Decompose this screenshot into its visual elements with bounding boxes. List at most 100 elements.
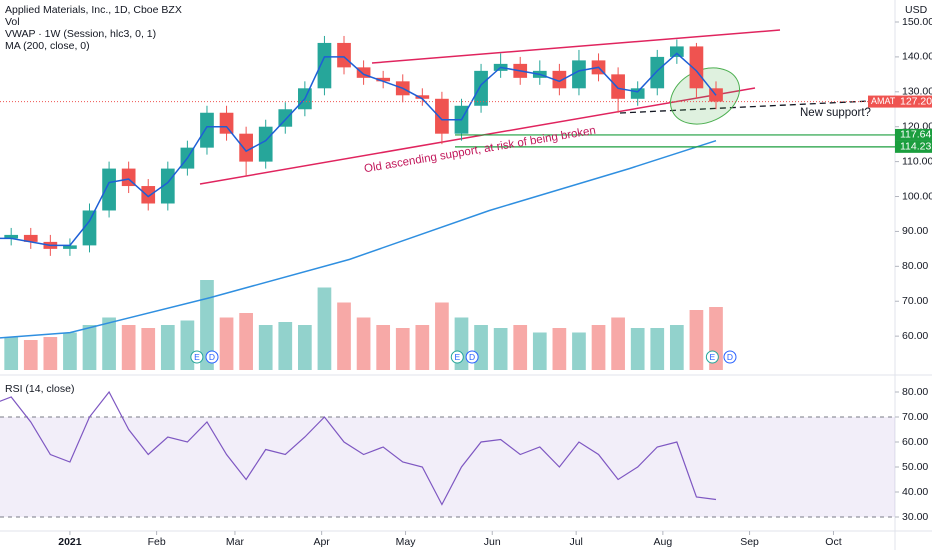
candle-body	[630, 88, 645, 99]
volume-bar	[356, 317, 371, 370]
annotation: New support?	[800, 107, 871, 119]
candle-body	[317, 42, 332, 89]
legend-entry: Vol	[5, 16, 20, 28]
y-tick-label: 150.00	[902, 16, 932, 28]
event-label: E	[710, 352, 716, 362]
y-tick-label: 70.00	[902, 295, 928, 307]
volume-bar	[669, 325, 684, 370]
legend-entry: VWAP · 1W (Session, hlc3, 0, 1)	[5, 28, 156, 40]
volume-bar	[180, 320, 195, 370]
candle-body	[337, 42, 351, 68]
x-tick-label: May	[396, 536, 417, 548]
volume-bar	[650, 328, 665, 370]
x-tick-label: Aug	[654, 536, 673, 548]
volume-bar	[43, 337, 58, 370]
x-tick-label: Mar	[226, 536, 245, 548]
volume-bar	[395, 328, 410, 370]
x-tick-label: Sep	[740, 536, 759, 548]
event-marker	[705, 350, 719, 364]
y-tick-label: 50.00	[902, 461, 928, 473]
y-tick-label: 60.00	[902, 330, 928, 342]
candle-body	[4, 234, 19, 239]
volume-bar	[219, 317, 234, 370]
line-series	[0, 139, 717, 339]
candle-body	[474, 70, 488, 106]
volume-bar	[337, 302, 351, 370]
volume-bar	[63, 332, 77, 370]
y-tick-label: 70.00	[902, 411, 928, 423]
candle-body	[611, 74, 625, 99]
symbol-box	[868, 95, 895, 108]
x-tick-label: Jul	[569, 536, 582, 548]
candle-body	[376, 77, 391, 82]
candle-body	[200, 112, 214, 148]
chart-title: Applied Materials, Inc., 1D, Cboe BZX	[5, 4, 182, 16]
x-tick-label: 2021	[58, 536, 82, 548]
level-label-box	[895, 128, 932, 141]
event-marker	[205, 350, 219, 364]
x-tick-label: Oct	[825, 536, 841, 548]
event-marker	[190, 350, 204, 364]
last-price-label: 127.20	[900, 95, 932, 107]
candle-body	[552, 70, 567, 89]
y-tick-label: 80.00	[902, 260, 928, 272]
y-tick-label: 100.00	[902, 190, 932, 202]
volume-bar	[317, 287, 332, 370]
volume-bar	[376, 325, 391, 370]
volume-bar	[4, 337, 19, 370]
candle-body	[356, 67, 371, 78]
candle-body	[669, 46, 684, 57]
trend-line	[199, 87, 756, 185]
volume-bar	[278, 322, 293, 370]
volume-bar	[415, 325, 430, 370]
y-tick-label: 30.00	[902, 511, 928, 523]
y-tick-label: 80.00	[902, 386, 928, 398]
candle-body	[82, 210, 97, 246]
rsi-line	[0, 390, 717, 506]
volume-bar	[298, 325, 312, 370]
event-marker	[465, 350, 479, 364]
volume-bar	[572, 332, 586, 370]
event-label: D	[727, 352, 733, 362]
volume-bar	[591, 325, 606, 370]
volume-bar	[611, 317, 625, 370]
volume-bar	[200, 280, 214, 370]
legend-entry: MA (200, close, 0)	[5, 40, 90, 52]
event-marker	[723, 350, 737, 364]
volume-bar	[258, 325, 273, 370]
event-label: D	[209, 352, 215, 362]
y-tick-label: 110.00	[902, 155, 932, 167]
volume-bar	[689, 310, 704, 370]
trend-line	[371, 29, 781, 64]
volume-bar	[102, 317, 116, 370]
currency: USD	[905, 4, 928, 16]
x-tick-label: Feb	[148, 536, 166, 548]
candle-body	[23, 234, 38, 242]
candle-body	[258, 126, 273, 162]
level-label-box	[895, 140, 932, 153]
candle-body	[219, 112, 234, 134]
pane-title: RSI (14, close)	[5, 383, 74, 395]
symbol-label: AMAT	[871, 96, 896, 106]
volume-bar	[141, 328, 156, 370]
candle-body	[650, 56, 665, 89]
event-label: D	[469, 352, 475, 362]
candle-body	[63, 245, 77, 249]
y-tick-label: 40.00	[902, 486, 928, 498]
candle-body	[239, 133, 253, 162]
candle-body	[141, 186, 156, 204]
line-series	[0, 52, 717, 247]
event-label: E	[454, 352, 460, 362]
y-tick-label: 60.00	[902, 436, 928, 448]
volume-bar	[552, 328, 567, 370]
y-tick-label: 90.00	[902, 225, 928, 237]
level-label: 114.23	[900, 141, 931, 153]
x-tick-label: Jun	[484, 536, 501, 548]
volume-bar	[239, 313, 253, 370]
volume-bar	[121, 325, 136, 370]
y-tick-label: 140.00	[902, 51, 932, 63]
last-price-box	[895, 95, 932, 108]
x-tick-label: Apr	[313, 536, 330, 548]
candle-body	[102, 168, 116, 211]
